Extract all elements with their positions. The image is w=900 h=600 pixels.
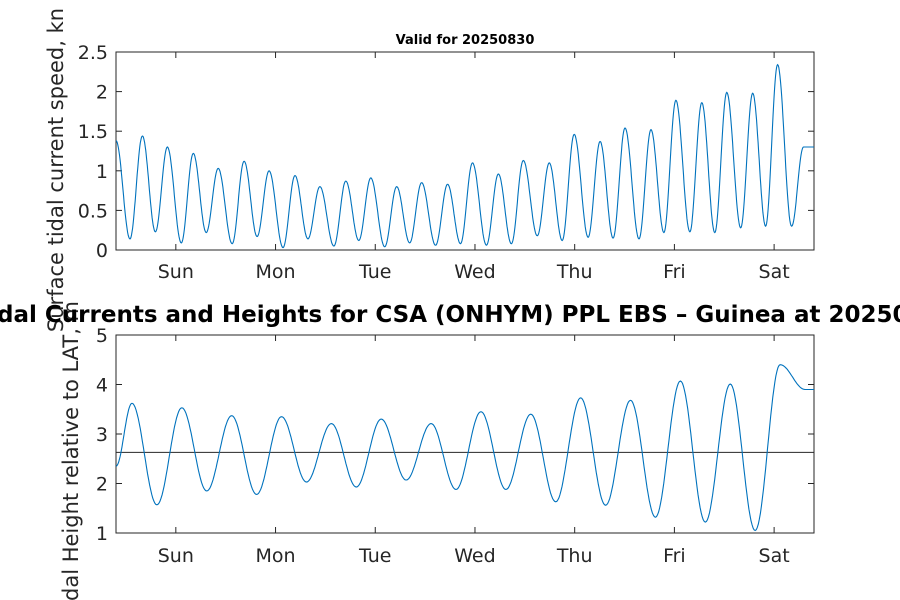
current-xtick-label-fri: Fri <box>663 261 686 283</box>
current-speed-series-line <box>115 63 814 249</box>
current-plot-title: Valid for 20250830 <box>396 33 535 48</box>
current-speed-plot: Valid for 20250830 0 0.5 1 1.5 2 2.5 Sun Mon Tue… <box>44 8 815 332</box>
height-ytick-label: 3 <box>96 424 108 446</box>
main-chart-title: Tidal Currents and Heights for CSA (ONHY… <box>0 302 900 328</box>
current-xtick-label-tue: Tue <box>358 261 391 283</box>
height-xtick-label-fri: Fri <box>663 545 686 567</box>
height-plot-ticks: 1 2 3 4 5 Sun Mon Tue Wed Thu Fri Sat <box>96 325 814 567</box>
current-xtick-label-mon: Mon <box>256 261 296 283</box>
height-xtick-label-sun: Sun <box>158 545 194 567</box>
current-xtick-label-sun: Sun <box>158 261 194 283</box>
current-ytick-label: 0 <box>96 240 108 262</box>
current-ytick-label: 1 <box>96 161 108 183</box>
height-ytick-label: 1 <box>96 523 108 545</box>
height-xtick-label-tue: Tue <box>358 545 391 567</box>
current-ytick-label: 1.5 <box>78 121 108 143</box>
current-plot-ylabel: Surface tidal current speed, kn <box>44 8 68 332</box>
tidal-height-series-line <box>115 364 814 532</box>
height-xtick-label-thu: Thu <box>556 545 593 567</box>
height-ytick-label: 2 <box>96 474 108 496</box>
current-xtick-label-wed: Wed <box>454 261 495 283</box>
current-xtick-label-sat: Sat <box>759 261 790 283</box>
height-ytick-label: 5 <box>96 325 108 347</box>
current-ytick-label: 2 <box>96 82 108 104</box>
height-plot-ylabel: Tidal Height relative to LAT, m <box>59 301 83 600</box>
tidal-height-plot: 1 2 3 4 5 Sun Mon Tue Wed Thu Fri Sat Tidal Height … <box>59 301 815 600</box>
height-xtick-label-mon: Mon <box>256 545 296 567</box>
current-plot-ticks: 0 0.5 1 1.5 2 2.5 Sun Mon Tue Wed Thu Fri Sat <box>78 42 814 283</box>
current-ytick-label: 2.5 <box>78 42 108 64</box>
current-ytick-label: 0.5 <box>78 200 108 222</box>
height-xtick-label-wed: Wed <box>454 545 495 567</box>
height-ytick-label: 4 <box>96 375 108 397</box>
height-plot-axes <box>115 334 815 534</box>
current-xtick-label-thu: Thu <box>556 261 593 283</box>
height-xtick-label-sat: Sat <box>759 545 790 567</box>
